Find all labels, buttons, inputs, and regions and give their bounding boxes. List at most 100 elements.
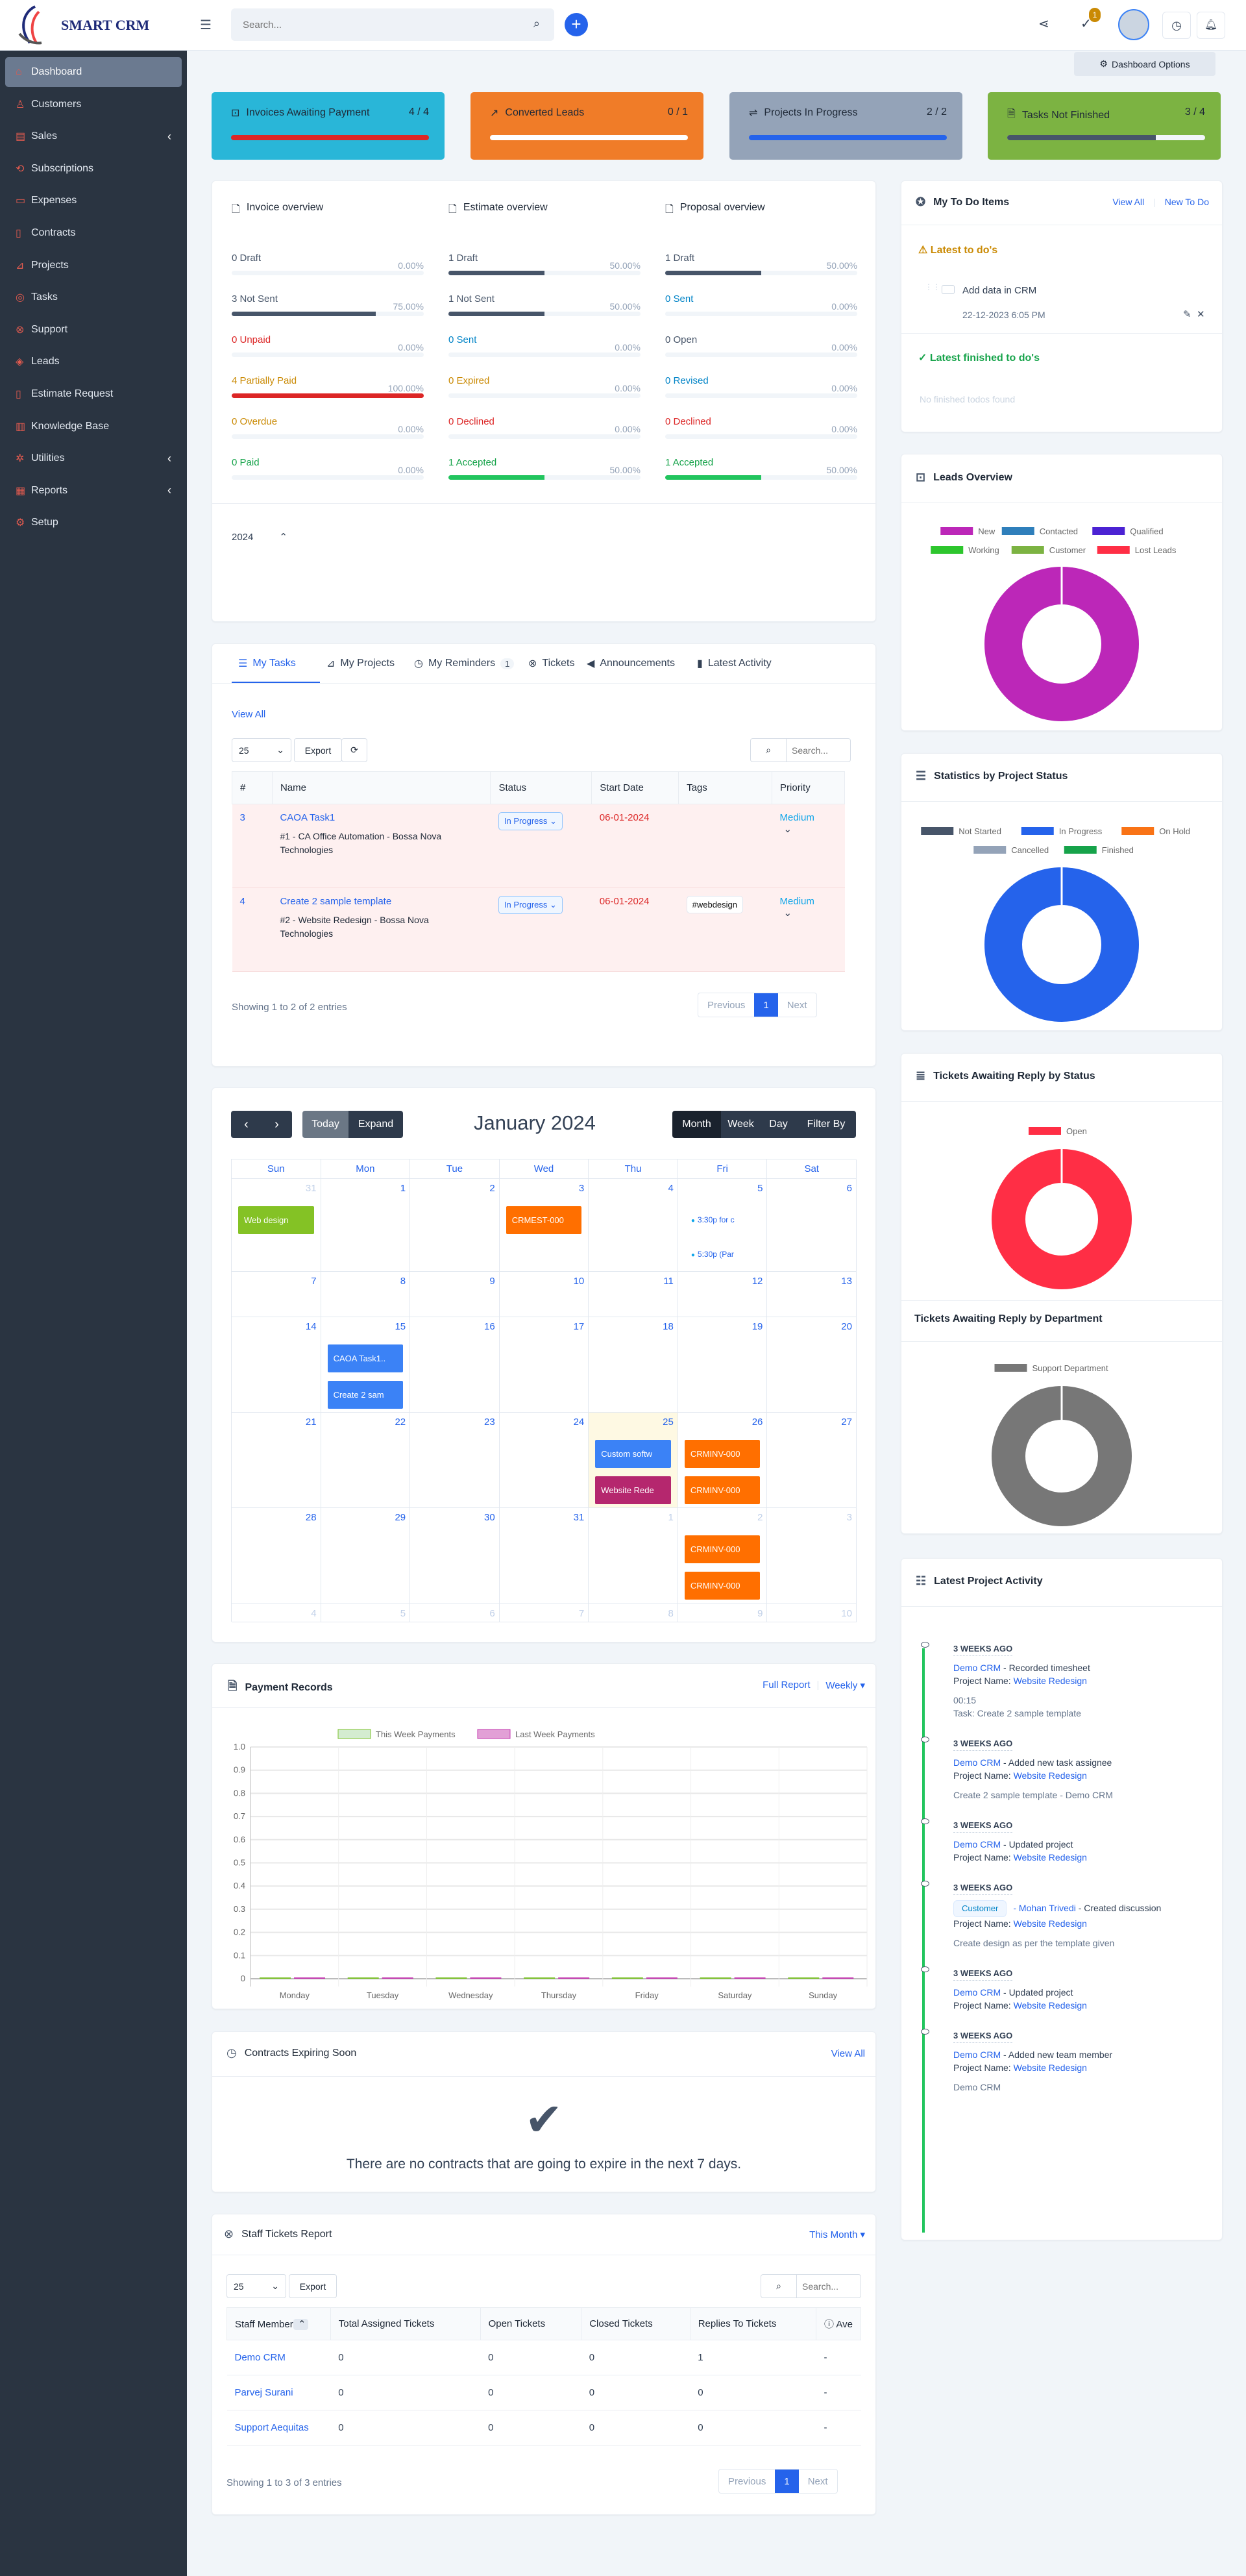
calendar-day-cell[interactable]: 8	[321, 1272, 411, 1317]
task-name-link[interactable]: Create 2 sample template	[280, 896, 392, 907]
stat-card-projects-in-progress[interactable]: ⇌ Projects In Progress 2 / 2	[729, 92, 962, 160]
calendar-day-cell[interactable]: 10	[499, 1272, 589, 1317]
stat-card-invoices-awaiting-payment[interactable]: ⊡ Invoices Awaiting Payment 4 / 4	[212, 92, 445, 160]
page-1-button[interactable]: 1	[775, 2470, 799, 2493]
calendar-day-cell[interactable]: 22	[321, 1413, 411, 1508]
calendar-day-cell[interactable]: 13	[767, 1272, 857, 1317]
sidebar-item-customers[interactable]: ♙ Customers	[5, 90, 182, 119]
calendar-day-cell[interactable]: 4	[589, 1179, 678, 1272]
calendar-day-cell[interactable]: 5	[321, 1604, 411, 1622]
calendar-next-button[interactable]: ›	[262, 1111, 292, 1138]
calendar-event[interactable]: ● 3:30p for c	[691, 1215, 750, 1224]
edit-icon[interactable]: ✎	[1183, 309, 1191, 320]
sidebar-item-sales[interactable]: ▤ Sales ‹	[5, 121, 182, 151]
activity-user-link[interactable]: Demo CRM	[953, 1663, 1001, 1673]
calendar-day-cell[interactable]: 30	[410, 1508, 500, 1604]
delete-icon[interactable]: ✕	[1197, 309, 1205, 320]
column-header[interactable]: #	[232, 771, 273, 804]
activity-user-link[interactable]: - Mohan Trivedi	[1013, 1903, 1076, 1913]
calendar-event[interactable]: CRMINV-000	[684, 1476, 761, 1504]
calendar-event[interactable]: CRMINV-000	[684, 1440, 761, 1468]
calendar-event[interactable]: Website Rede	[595, 1476, 671, 1504]
calendar-day-cell[interactable]: 29	[321, 1508, 411, 1604]
calendar-today-button[interactable]: Today	[302, 1111, 348, 1138]
search-input[interactable]	[231, 8, 504, 41]
sidebar-item-setup[interactable]: ⚙ Setup	[5, 508, 182, 538]
column-header[interactable]: Replies To Tickets	[689, 2307, 817, 2340]
calendar-day-cell[interactable]: 14	[232, 1317, 321, 1413]
column-header[interactable]: Total Assigned Tickets	[330, 2307, 481, 2340]
calendar-day-cell[interactable]: 31 Web design	[232, 1179, 321, 1272]
project-link[interactable]: Website Redesign	[1013, 1676, 1087, 1686]
calendar-day-cell[interactable]: 1	[589, 1508, 678, 1604]
calendar-day-cell[interactable]: 26 CRMINV-000 CRMINV-000	[678, 1413, 768, 1508]
page-length-select[interactable]: 25 ⌄	[232, 738, 291, 762]
sidebar-item-tasks[interactable]: ◎ Tasks	[5, 282, 182, 312]
sidebar-item-knowledge-base[interactable]: ▥ Knowledge Base	[5, 412, 182, 441]
calendar-day-cell[interactable]: 21	[232, 1413, 321, 1508]
view-all-tasks-link[interactable]: View All	[232, 709, 266, 720]
calendar-event[interactable]: Create 2 sam	[327, 1381, 404, 1409]
column-header[interactable]: Staff Member ⌃	[226, 2307, 331, 2340]
tab-my-projects[interactable]: ⊿ My Projects	[326, 657, 395, 670]
staff-member-link[interactable]: Support Aequitas	[234, 2422, 309, 2433]
calendar-event[interactable]: CAOA Task1..	[327, 1344, 404, 1372]
todo-checkbox[interactable]	[942, 285, 955, 294]
sidebar-item-support[interactable]: ⊗ Support	[5, 315, 182, 345]
sidebar-toggle-icon[interactable]: ☰	[200, 18, 212, 32]
calendar-day-cell[interactable]: 8	[589, 1604, 678, 1622]
priority-value[interactable]: Medium	[779, 896, 814, 907]
project-link[interactable]: Website Redesign	[1013, 2062, 1087, 2073]
contracts-view-all-link[interactable]: View All	[831, 2048, 865, 2059]
calendar-day-cell[interactable]: 4	[232, 1604, 321, 1622]
calendar-expand-button[interactable]: Expand	[348, 1111, 403, 1138]
page-length-select[interactable]: 25 ⌄	[226, 2274, 286, 2298]
calendar-day-cell[interactable]: 2 CRMINV-000 CRMINV-000	[678, 1508, 768, 1604]
previous-page-button[interactable]: Previous	[707, 999, 746, 1011]
tab-tickets[interactable]: ⊗ Tickets	[528, 657, 574, 670]
calendar-day-cell[interactable]: 12	[678, 1272, 768, 1317]
project-link[interactable]: Website Redesign	[1013, 2000, 1087, 2011]
todo-check-icon[interactable]: ✓	[1081, 17, 1092, 31]
status-dropdown[interactable]: In Progress ⌄	[498, 896, 563, 914]
calendar-day-cell[interactable]: 17	[499, 1317, 589, 1413]
calendar-event[interactable]: CRMEST-000	[506, 1206, 582, 1234]
page-1-button[interactable]: 1	[754, 993, 778, 1017]
project-link[interactable]: Website Redesign	[1013, 1918, 1087, 1929]
sidebar-item-expenses[interactable]: ▭ Expenses	[5, 186, 182, 216]
calendar-day-cell[interactable]: 23	[410, 1413, 500, 1508]
activity-user-link[interactable]: Demo CRM	[953, 1757, 1001, 1768]
calendar-day-cell[interactable]: 16	[410, 1317, 500, 1413]
calendar-day-cell[interactable]: 27	[767, 1413, 857, 1508]
stat-card-converted-leads[interactable]: ↗ Converted Leads 0 / 1	[470, 92, 703, 160]
search-icon[interactable]: ⌕	[533, 17, 540, 30]
staff-member-link[interactable]: Demo CRM	[234, 2352, 286, 2363]
calendar-day-cell[interactable]: 3	[767, 1508, 857, 1604]
full-report-link[interactable]: Full Report	[763, 1679, 811, 1690]
column-header[interactable]: Closed Tickets	[581, 2307, 690, 2340]
calendar-day-cell[interactable]: 1	[321, 1179, 411, 1272]
calendar-view-month[interactable]: Month	[672, 1111, 721, 1138]
tab-latest-activity[interactable]: ▮ Latest Activity	[697, 657, 772, 670]
sidebar-item-leads[interactable]: ◈ Leads	[5, 347, 182, 377]
chevron-down-icon[interactable]: ⌄	[783, 824, 792, 835]
refresh-button[interactable]: ⟳	[341, 738, 367, 762]
sidebar-item-subscriptions[interactable]: ⟲ Subscriptions	[5, 154, 182, 184]
quick-add-button[interactable]: +	[565, 13, 588, 36]
stat-card-tasks-not-finished[interactable]: 🗎︎ Tasks Not Finished 3 / 4	[988, 92, 1221, 160]
new-todo-link[interactable]: New To Do	[1164, 197, 1209, 207]
activity-user-link[interactable]: Demo CRM	[953, 1839, 1001, 1850]
calendar-day-cell[interactable]: 7	[232, 1272, 321, 1317]
share-icon[interactable]: ⋖	[1038, 17, 1049, 31]
calendar-day-cell[interactable]: 2	[410, 1179, 500, 1272]
column-header[interactable]: Name	[271, 771, 491, 804]
calendar-day-cell[interactable]: 15 CAOA Task1.. Create 2 sam	[321, 1317, 411, 1413]
previous-page-button[interactable]: Previous	[728, 2475, 766, 2487]
calendar-day-cell[interactable]: 28	[232, 1508, 321, 1604]
sidebar-item-reports[interactable]: ▦ Reports ‹	[5, 476, 182, 506]
task-name-link[interactable]: CAOA Task1	[280, 812, 336, 823]
calendar-event[interactable]: Web design	[238, 1206, 314, 1234]
calendar-day-cell[interactable]: 24	[499, 1413, 589, 1508]
calendar-day-cell[interactable]: 9	[410, 1272, 500, 1317]
next-page-button[interactable]: Next	[787, 999, 807, 1011]
